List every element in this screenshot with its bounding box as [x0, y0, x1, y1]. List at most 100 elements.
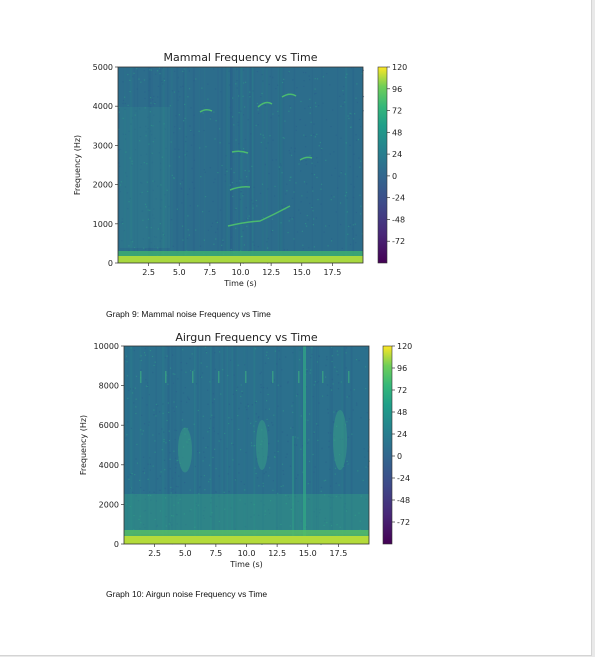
spectrogram-speckle [221, 244, 223, 246]
spectrogram-speckle [239, 499, 241, 501]
spectrogram-speckle [131, 392, 134, 394]
spectrogram-speckle [302, 471, 304, 473]
spectrogram-speckle [190, 129, 192, 132]
spectrogram-streak [123, 67, 127, 263]
spectrogram-speckle [324, 479, 327, 481]
spectrogram-speckle [150, 124, 152, 127]
spectrogram-speckle [297, 437, 299, 439]
spectrogram-speckle [182, 85, 184, 87]
spectrogram-speckle [209, 478, 211, 480]
spectrogram-speckle [331, 238, 333, 240]
spectrogram-speckle [144, 354, 147, 356]
spectrogram-speckle [147, 385, 149, 387]
spectrogram-streak [132, 346, 135, 544]
spectrogram-speckle [184, 427, 186, 430]
colorbar-tick-label: 96 [392, 85, 402, 94]
spectrogram-speckle [241, 188, 243, 190]
spectrogram-speckle [288, 110, 290, 112]
spectrogram-speckle [133, 72, 135, 74]
spectrogram-speckle [200, 362, 202, 364]
spectrogram-speckle [229, 106, 231, 109]
spectrogram-speckle [143, 352, 146, 354]
spectrogram-streak [243, 346, 246, 544]
spectrogram-speckle [264, 514, 266, 516]
spectrogram-speckle [212, 393, 214, 395]
spectrogram-speckle [330, 126, 332, 128]
spectrogram-speckle [168, 205, 170, 208]
spectrogram-speckle [259, 372, 261, 375]
spectrogram-speckle [277, 492, 279, 495]
spectrogram-speckle [269, 75, 271, 78]
spectrogram-speckle [290, 427, 292, 429]
spectrogram-speckle [345, 347, 348, 349]
spectrogram-speckle [240, 235, 243, 238]
spectrogram-speckle [141, 433, 143, 435]
spectrogram-speckle [135, 110, 137, 112]
spectrogram-speckle [178, 156, 180, 158]
spectrogram-streak [183, 67, 185, 263]
spectrogram-speckle [335, 410, 338, 412]
spectrogram-speckle [312, 190, 314, 192]
spectrogram-speckle [176, 513, 178, 516]
spectrogram-speckle [321, 395, 324, 397]
spectrogram-speckle [133, 402, 135, 404]
spectrogram-speckle [213, 243, 215, 245]
spectrogram-streak [130, 346, 132, 544]
spectrogram-speckle [153, 114, 155, 116]
spectrogram-speckle [163, 234, 165, 236]
spectrogram-speckle [127, 421, 129, 423]
spectrogram-speckle [266, 418, 268, 421]
spectrogram-speckle [159, 73, 161, 75]
spectrogram-speckle [148, 421, 150, 423]
spectrogram-speckle [244, 489, 246, 491]
spectrogram-speckle [289, 179, 291, 181]
spectrogram-speckle [305, 160, 307, 162]
spectrogram-speckle [267, 429, 270, 431]
spectrogram-speckle [139, 479, 141, 482]
spectrogram-speckle [299, 159, 301, 161]
spectrogram-speckle [203, 451, 205, 453]
spectrogram-speckle [240, 191, 242, 193]
spectrogram-speckle [122, 222, 124, 225]
spectrogram-speckle [153, 414, 155, 416]
spectrogram-speckle [343, 99, 345, 102]
x-tick-label: 17.5 [323, 268, 341, 277]
spectrogram-speckle [359, 529, 361, 531]
spectrogram-speckle [292, 426, 294, 429]
spectrogram-speckle [162, 232, 164, 234]
spectrogram-speckle [312, 224, 314, 226]
call-contour [231, 150, 249, 154]
spectrogram-speckle [161, 428, 163, 430]
spectrogram-speckle [145, 385, 148, 387]
spectrogram-speckle [321, 447, 323, 450]
spectrogram-speckle [124, 186, 127, 188]
spectrogram-speckle [139, 108, 141, 110]
spectrogram-speckle [246, 408, 248, 411]
spectrogram-speckle [343, 506, 345, 508]
spectrogram-speckle [177, 502, 179, 504]
spectrogram-speckle [140, 168, 142, 171]
spectrogram-speckle [182, 70, 184, 72]
spectrogram-speckle [356, 175, 358, 178]
spectrogram-speckle [343, 424, 345, 427]
spectrogram-speckle [237, 95, 240, 97]
spectrogram-speckle [247, 403, 249, 406]
spectrogram-streak [174, 346, 177, 544]
spectrogram-speckle [272, 113, 274, 115]
spectrogram-streak [147, 67, 151, 263]
spectrogram-speckle [337, 388, 340, 390]
spectrogram-speckle [242, 229, 244, 232]
spectrogram-speckle [343, 85, 345, 88]
spectrogram-speckle [169, 367, 172, 369]
spectrogram-streak [353, 67, 355, 263]
spectrogram-speckle [174, 429, 176, 431]
spectrogram-speckle [186, 427, 189, 430]
spectrogram-speckle [142, 456, 145, 458]
spectrogram-speckle [133, 350, 135, 352]
spectrogram-speckle [332, 383, 334, 385]
spectrogram-speckle [318, 105, 320, 107]
spectrogram-speckle [253, 186, 255, 188]
spectrogram-speckle [267, 456, 269, 458]
spectrogram-speckle [172, 488, 174, 491]
spectrogram-speckle [257, 109, 259, 111]
